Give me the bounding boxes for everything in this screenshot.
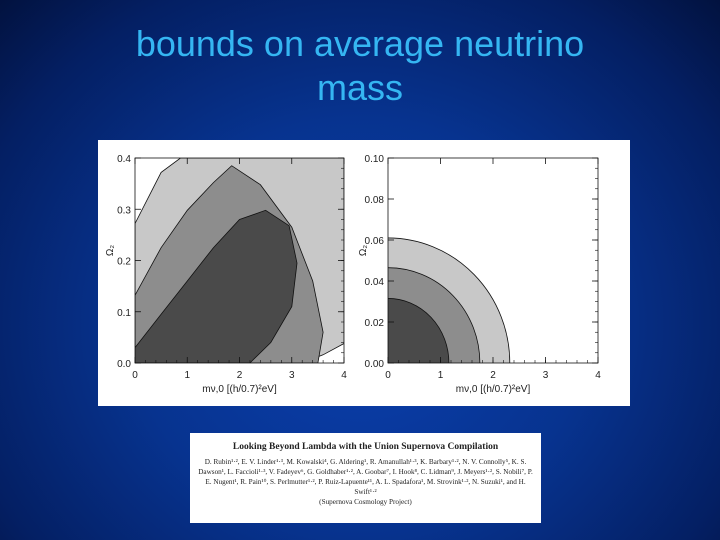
x-tick-label-panel2: 4 bbox=[595, 370, 601, 381]
y-tick-label-panel1: 0.1 bbox=[117, 308, 131, 319]
paper-project: (Supernova Cosmology Project) bbox=[319, 498, 412, 506]
x-tick-label-panel1: 3 bbox=[289, 370, 295, 381]
contour-plots: 0 1 2 3 40.00.10.20.30.4mν,0 [(h/0.7)²eV]Ω₂0… bbox=[105, 154, 601, 395]
x-tick-label-panel1: 0 bbox=[132, 370, 138, 381]
x-tick-label-panel1: 4 bbox=[341, 370, 347, 381]
y-tick-label-panel2: 0.00 bbox=[365, 359, 385, 370]
x-tick-label-panel2: 0 bbox=[385, 370, 391, 381]
slide-title-line-2: mass bbox=[316, 67, 403, 108]
x-tick-label-panel1: 1 bbox=[184, 370, 190, 381]
y-tick-label-panel1: 0.3 bbox=[117, 205, 131, 216]
y-tick-label-panel2: 0.02 bbox=[365, 318, 385, 329]
contour-inner-panel1 bbox=[135, 209, 298, 363]
y-axis-label-panel2: Ω₂ bbox=[358, 245, 369, 256]
x-tick-label-panel2: 2 bbox=[490, 370, 496, 381]
y-tick-label-panel2: 0.10 bbox=[365, 154, 385, 165]
x-tick-label-panel2: 1 bbox=[438, 370, 444, 381]
y-tick-label-panel2: 0.06 bbox=[365, 236, 385, 247]
y-tick-label-panel1: 0.4 bbox=[117, 154, 131, 165]
contour-figure: 0 1 2 3 4 0.0 0.1 0.2 0.3 0.4 mν,0 [(h/0.7)²eV] Ω₂ 0… bbox=[98, 140, 630, 406]
y-tick-label-panel1: 0.0 bbox=[117, 359, 131, 370]
y-tick-label-panel2: 0.08 bbox=[365, 195, 385, 206]
slide-title: bounds on average neutrino mass bbox=[0, 22, 720, 110]
x-axis-label-panel2: mν,0 [(h/0.7)²eV] bbox=[456, 384, 531, 395]
x-tick-label-panel1: 2 bbox=[237, 370, 243, 381]
slide-title-line-1: bounds on average neutrino bbox=[135, 23, 585, 64]
y-tick-label-panel2: 0.04 bbox=[365, 277, 385, 288]
x-tick-label-panel2: 3 bbox=[543, 370, 549, 381]
y-axis-label-panel1: Ω₂ bbox=[105, 245, 116, 256]
paper-title: Looking Beyond Lambda with the Union Sup… bbox=[232, 442, 499, 452]
x-axis-label-panel1: mν,0 [(h/0.7)²eV] bbox=[202, 384, 277, 395]
y-tick-label-panel1: 0.2 bbox=[117, 257, 131, 268]
paper-reference: Looking Beyond Lambda with the Union Sup… bbox=[190, 433, 541, 523]
paper-authors: D. Rubin¹·², E. V. Linder¹·³, M. Kowalsk… bbox=[198, 458, 533, 496]
